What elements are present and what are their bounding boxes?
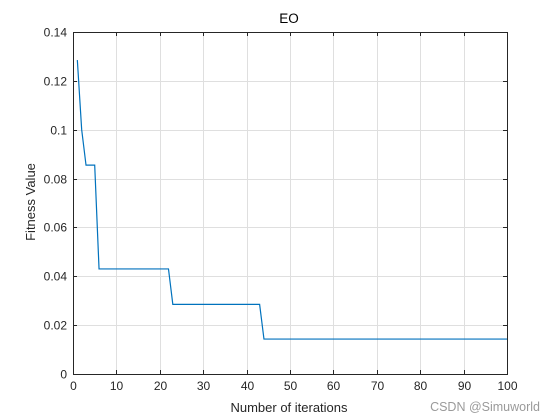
x-tick-label: 10: [110, 379, 124, 393]
x-tick-label: 20: [154, 379, 168, 393]
y-tick-label: 0.06: [44, 221, 68, 235]
x-tick-label: 70: [371, 379, 385, 393]
y-tick-label: 0: [60, 368, 67, 382]
x-tick-label: 60: [327, 379, 341, 393]
axes: [73, 32, 508, 375]
x-tick-label: 40: [241, 379, 255, 393]
tick-labels: 0 10 20 30 40 50 60 70 80 90 100 0 0.02 0.04 0.06 0.08 0…: [44, 26, 518, 394]
x-tick-label: 0: [70, 379, 77, 393]
chart-title: EO: [279, 11, 299, 26]
y-axis-title: Fitness Value: [23, 163, 38, 241]
watermark: CSDN @Simuworld: [430, 400, 540, 414]
grid: [73, 32, 508, 375]
x-axis-title: Number of iterations: [230, 400, 348, 415]
y-tick-label: 0.02: [44, 319, 68, 333]
x-tick-label: 80: [414, 379, 428, 393]
y-tick-label: 0.1: [50, 124, 67, 138]
x-tick-label: 30: [197, 379, 211, 393]
y-tick-label: 0.04: [44, 270, 68, 284]
x-tick-label: 50: [284, 379, 298, 393]
y-tick-label: 0.08: [44, 173, 68, 187]
x-tick-label: 90: [458, 379, 472, 393]
series-line-0: [76, 60, 507, 340]
x-tick-label: 100: [497, 379, 517, 393]
series-layer: [76, 60, 507, 340]
y-tick-label: 0.14: [44, 26, 68, 40]
y-tick-label: 0.12: [44, 75, 68, 89]
